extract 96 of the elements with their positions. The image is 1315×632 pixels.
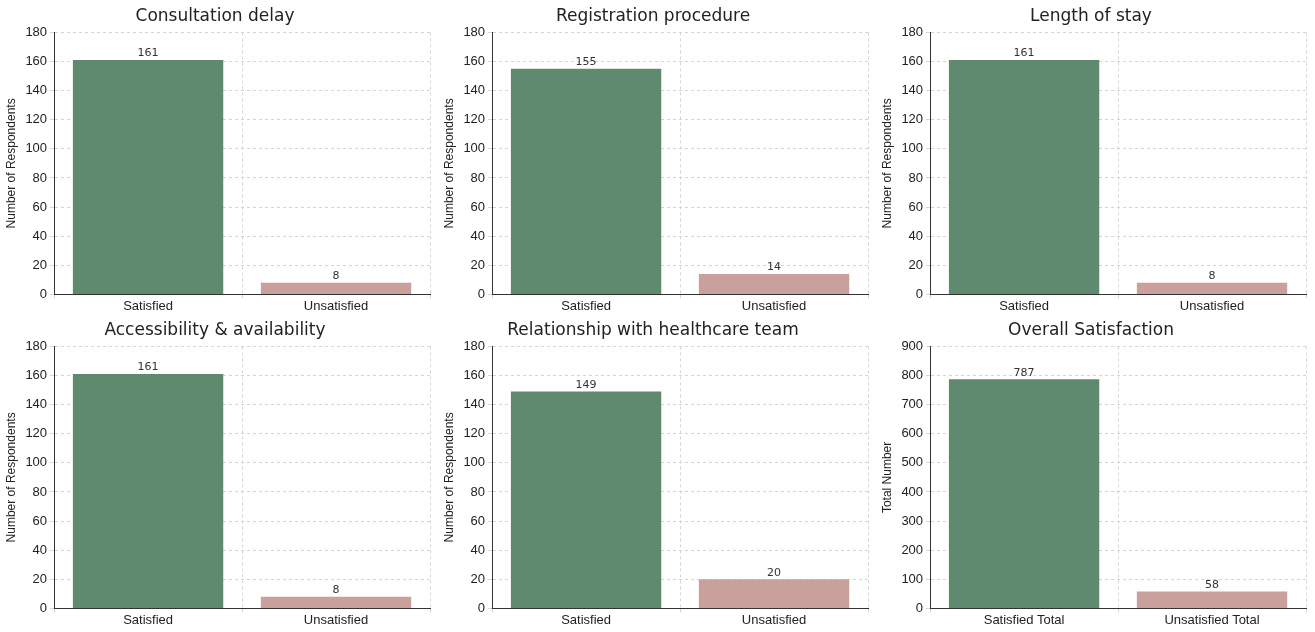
y-axis-title: Number of Respondents (441, 412, 456, 543)
y-tick-label: 180 (25, 337, 48, 353)
x-tick-label: Satisfied (123, 297, 173, 313)
y-tick-label: 60 (470, 512, 486, 528)
y-tick-label: 60 (32, 198, 48, 214)
y-tick-label: 400 (901, 483, 924, 499)
data-label: 8 (332, 583, 340, 597)
y-tick-label: 100 (25, 454, 48, 470)
chart-title: Registration procedure (555, 4, 751, 25)
y-tick-label: 120 (901, 111, 924, 127)
y-tick-label: 0 (39, 285, 48, 301)
y-tick-label: 160 (463, 367, 486, 383)
y-axis-title: Number of Respondents (441, 98, 456, 229)
y-tick-label: 160 (25, 53, 48, 69)
y-tick-label: 800 (901, 367, 924, 383)
y-tick-label: 160 (463, 53, 486, 69)
y-tick-label: 0 (915, 599, 924, 615)
y-tick-label: 100 (901, 140, 924, 156)
y-tick-label: 160 (25, 367, 48, 383)
x-tick-label: Unsatisfied (303, 297, 369, 313)
y-tick-label: 160 (901, 53, 924, 69)
chart-title: Consultation delay (135, 4, 295, 25)
data-label: 20 (767, 565, 782, 579)
x-tick-label: Satisfied Total (983, 611, 1065, 627)
x-tick-label: Unsatisfied (303, 611, 369, 627)
y-tick-label: 20 (908, 256, 924, 272)
y-tick-label: 100 (901, 570, 924, 586)
y-tick-label: 200 (901, 541, 924, 557)
data-label: 161 (137, 46, 159, 60)
y-tick-label: 20 (470, 256, 486, 272)
data-label: 58 (1205, 577, 1220, 591)
y-tick-label: 80 (908, 169, 924, 185)
y-tick-label: 40 (32, 227, 48, 243)
y-tick-label: 40 (32, 541, 48, 557)
y-tick-label: 140 (901, 82, 924, 98)
data-label: 155 (575, 55, 597, 69)
y-tick-label: 80 (32, 483, 48, 499)
data-label: 8 (332, 269, 340, 283)
y-tick-label: 140 (25, 82, 48, 98)
y-tick-label: 700 (901, 396, 924, 412)
x-tick-label: Unsatisfied (741, 297, 807, 313)
y-tick-label: 180 (463, 337, 486, 353)
y-tick-label: 500 (901, 454, 924, 470)
chart-title: Relationship with healthcare team (507, 318, 799, 339)
x-tick-label: Unsatisfied Total (1164, 611, 1260, 627)
y-tick-label: 40 (470, 227, 486, 243)
y-tick-label: 120 (463, 425, 486, 441)
y-tick-label: 0 (915, 285, 924, 301)
y-tick-label: 140 (463, 82, 486, 98)
y-tick-label: 180 (463, 23, 486, 39)
y-tick-label: 60 (470, 198, 486, 214)
x-tick-label: Satisfied (999, 297, 1050, 313)
x-tick-label: Unsatisfied (741, 611, 807, 627)
y-tick-label: 100 (463, 140, 486, 156)
y-tick-label: 300 (901, 512, 924, 528)
y-axis-title: Number of Respondents (879, 98, 894, 229)
y-tick-label: 0 (39, 599, 48, 615)
y-axis-title: Number of Respondents (3, 98, 18, 229)
y-tick-label: 0 (477, 599, 486, 615)
y-axis-title: Total Number (879, 441, 894, 514)
y-tick-label: 100 (25, 140, 48, 156)
x-tick-label: Unsatisfied (1179, 297, 1245, 313)
y-tick-label: 40 (470, 541, 486, 557)
y-tick-label: 120 (25, 111, 48, 127)
y-tick-label: 180 (25, 23, 48, 39)
y-tick-label: 140 (463, 396, 486, 412)
y-axis-title: Number of Respondents (3, 412, 18, 543)
y-tick-label: 100 (463, 454, 486, 470)
y-tick-label: 120 (463, 111, 486, 127)
x-tick-label: Satisfied (123, 611, 173, 627)
x-tick-label: Satisfied (561, 611, 611, 627)
y-tick-label: 20 (470, 570, 486, 586)
y-tick-label: 120 (25, 425, 48, 441)
y-tick-label: 60 (908, 198, 924, 214)
data-label: 161 (137, 360, 159, 374)
y-tick-label: 40 (908, 227, 924, 243)
chart-title: Length of stay (1030, 4, 1152, 25)
data-label: 14 (767, 260, 782, 274)
y-tick-label: 80 (470, 483, 486, 499)
data-label: 149 (575, 377, 597, 391)
chart-title: Accessibility & availability (104, 318, 326, 339)
y-tick-label: 20 (32, 256, 48, 272)
y-tick-label: 20 (32, 570, 48, 586)
y-tick-label: 600 (901, 425, 924, 441)
y-tick-label: 900 (901, 337, 924, 353)
y-tick-label: 60 (32, 512, 48, 528)
data-label: 161 (1013, 46, 1035, 60)
y-tick-label: 140 (25, 396, 48, 412)
y-tick-label: 0 (477, 285, 486, 301)
data-label: 8 (1208, 269, 1216, 283)
y-tick-label: 180 (901, 23, 924, 39)
chart-title: Overall Satisfaction (1008, 318, 1174, 339)
y-tick-label: 80 (470, 169, 486, 185)
data-label: 787 (1013, 365, 1035, 379)
y-tick-label: 80 (32, 169, 48, 185)
x-tick-label: Satisfied (561, 297, 611, 313)
